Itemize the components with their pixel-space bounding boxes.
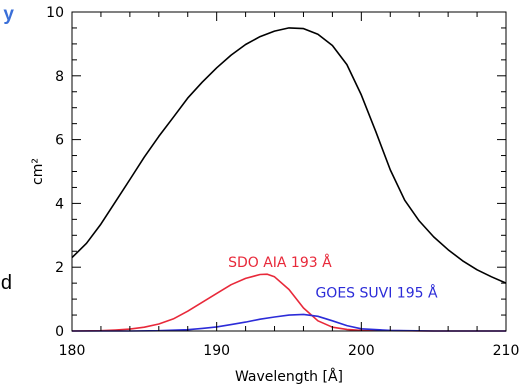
x-tick-label: 180	[59, 343, 86, 359]
cropped-text-fragment: d	[0, 272, 12, 294]
y-axis-label: cm²	[30, 158, 46, 185]
x-tick-labels: 180 190 200 210	[59, 343, 520, 359]
plot-frame	[71, 11, 507, 332]
y-tick-label: 6	[55, 133, 64, 149]
curves-group	[71, 27, 507, 332]
series-label-goes-suvi: GOES SUVI 195 Å	[315, 285, 438, 302]
efficiency-curve-black	[71, 27, 507, 284]
cropped-text-fragment: y	[3, 4, 14, 25]
y-tick-labels: 0 2 4 6 8 10	[46, 5, 64, 340]
y-tick-label: 2	[55, 260, 64, 276]
x-tick-label: 210	[493, 343, 520, 359]
y-tick-label: 8	[55, 69, 64, 85]
y-tick-label: 0	[55, 324, 64, 340]
x-tick-label: 190	[203, 343, 230, 359]
series-label-sdo-aia: SDO AIA 193 Å	[228, 254, 332, 271]
x-tick-label: 200	[348, 343, 375, 359]
tick-marks	[71, 11, 507, 332]
x-axis-label: Wavelength [Å]	[235, 368, 343, 385]
efficiency-curve-sdo-aia	[71, 273, 506, 332]
y-tick-label: 4	[55, 196, 64, 212]
y-tick-label: 10	[46, 5, 64, 21]
